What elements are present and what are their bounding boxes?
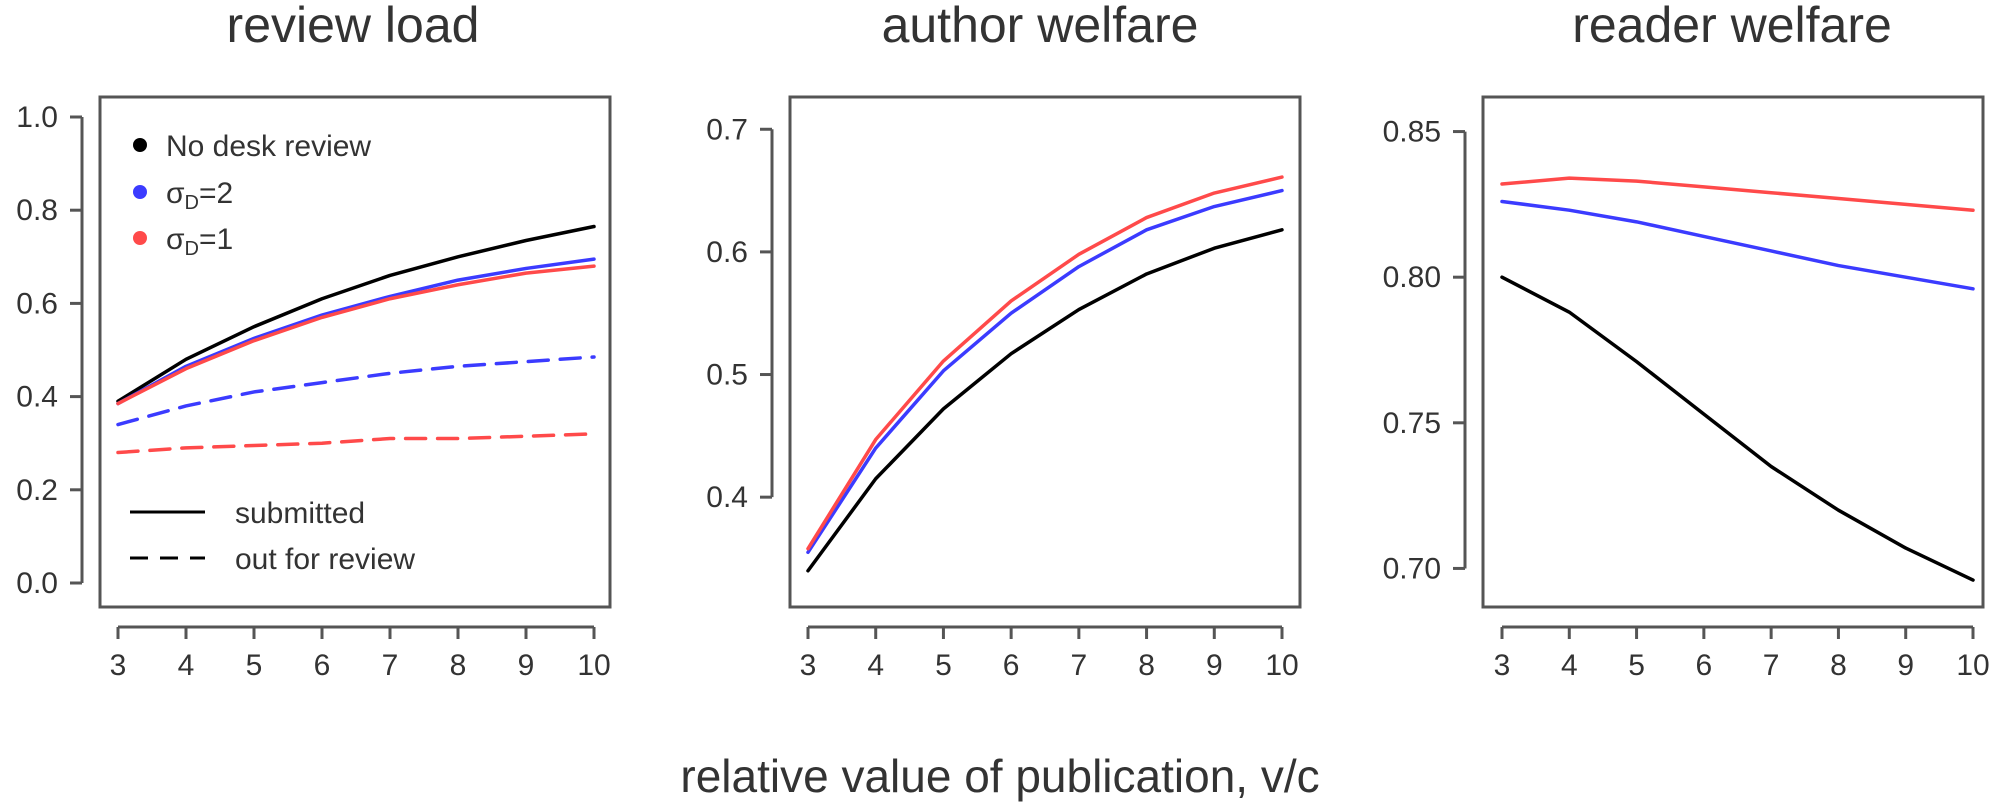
x-tick-label: 6 (314, 649, 331, 682)
series-line (116, 264, 596, 406)
x-tick-label: 6 (1003, 649, 1020, 682)
plot-area: 0.0 0.2 0.4 0.6 0.8 1.0 3 4 5 6 7 8 9 10 (16, 101, 610, 682)
x-tick-label: 3 (800, 649, 817, 682)
x-tick-label: 5 (246, 649, 263, 682)
y-tick-label: 0.8 (16, 194, 58, 227)
panel-title: review load (227, 0, 480, 53)
x-tick-label: 7 (1071, 649, 1088, 682)
x-tick-label: 5 (1628, 649, 1645, 682)
x-tick-label: 8 (450, 649, 467, 682)
x-tick-label: 7 (382, 649, 399, 682)
y-tick-label: 0.85 (1383, 116, 1441, 149)
y-tick-label: 0.6 (16, 287, 58, 320)
y-tick-label: 0.2 (16, 474, 58, 507)
series-line (116, 224, 596, 404)
plot-frame (1481, 95, 1985, 609)
series-line (806, 175, 1284, 551)
x-tick-label: 9 (518, 649, 535, 682)
x-axis-label: relative value of publication, v/c (680, 750, 1319, 802)
x-tick-label: 9 (1206, 649, 1223, 682)
x-tick-label: 9 (1897, 649, 1914, 682)
legend-marker-sigma1 (133, 231, 147, 245)
y-tick-label: 0.5 (706, 359, 748, 392)
y-tick-label: 0.7 (706, 113, 748, 146)
x-tick-label: 4 (178, 649, 195, 682)
series-line (806, 188, 1284, 555)
y-tick-label: 0.4 (706, 481, 748, 514)
legend-label-sigma1: σD=1 (166, 223, 233, 260)
x-tick-label: 10 (577, 649, 610, 682)
x-tick-label: 4 (1561, 649, 1578, 682)
series-line (1500, 176, 1975, 212)
series-line (116, 432, 596, 455)
panel-review-load: review load 0.00.20.40.60.81.03 4 5 6 7 8 9 10 … (16, 0, 612, 682)
series-line (116, 257, 596, 406)
panel-title: reader welfare (1572, 0, 1892, 53)
plot-area: 0.4 0.5 0.6 0.7 3 4 5 6 7 8 9 10 (706, 113, 1298, 682)
legend-marker-no-desk (133, 138, 147, 152)
x-tick-label: 10 (1265, 649, 1298, 682)
y-tick-label: 1.0 (16, 101, 58, 134)
legend-label-submitted: submitted (235, 497, 365, 530)
plot-frame (788, 95, 1302, 609)
series-line (806, 228, 1284, 573)
panel-author-welfare: author welfare 0.4 0.5 0.6 0.7 3 4 5 6 7 8 9 10 (706, 0, 1302, 682)
x-tick-label: 4 (867, 649, 884, 682)
x-tick-label: 5 (935, 649, 952, 682)
y-tick-label: 0.6 (706, 236, 748, 269)
x-tick-label: 8 (1138, 649, 1155, 682)
y-tick-label: 0.70 (1383, 552, 1441, 585)
x-tick-label: 3 (110, 649, 127, 682)
panel-title: author welfare (882, 0, 1199, 53)
series-line (1500, 199, 1975, 291)
series-line (116, 355, 596, 427)
y-tick-label: 0.80 (1383, 261, 1441, 294)
legend: No desk review σD=2 σD=1 submitted out f… (130, 130, 415, 576)
x-tick-label: 10 (1956, 649, 1989, 682)
x-tick-label: 3 (1494, 649, 1511, 682)
legend-label-out-for-review: out for review (235, 543, 415, 576)
plot-area: 0.70 0.75 0.80 0.85 3 4 5 6 7 8 9 10 (1383, 116, 1990, 682)
plot-frame (98, 95, 612, 609)
legend-marker-sigma2 (133, 185, 147, 199)
x-tick-label: 7 (1763, 649, 1780, 682)
y-tick-label: 0.0 (16, 567, 58, 600)
series-line (1500, 275, 1975, 582)
legend-label-sigma2: σD=2 (166, 177, 233, 214)
y-tick-label: 0.75 (1383, 407, 1441, 440)
y-tick-label: 0.4 (16, 381, 58, 414)
x-tick-label: 8 (1830, 649, 1847, 682)
x-tick-label: 6 (1696, 649, 1713, 682)
panel-reader-welfare: reader welfare 0.70 0.75 0.80 0.85 3 4 5 6 7 8 9 10 (1383, 0, 1990, 682)
legend-label-no-desk: No desk review (166, 130, 371, 163)
